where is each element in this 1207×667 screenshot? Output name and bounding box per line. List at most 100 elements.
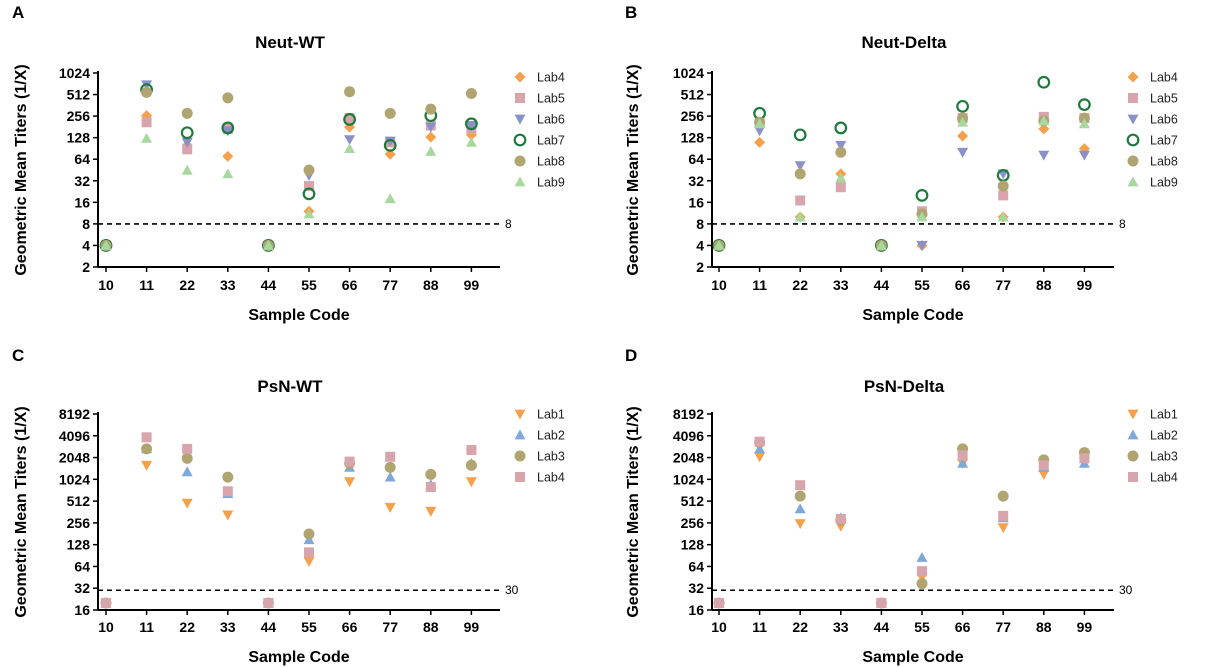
data-point — [1078, 150, 1090, 161]
data-point — [465, 87, 477, 99]
data-point — [1038, 460, 1049, 471]
data-point — [222, 150, 234, 162]
data-point — [222, 126, 234, 137]
data-point — [465, 120, 477, 131]
panel-letter: B — [625, 3, 637, 22]
legend-marker — [514, 155, 526, 167]
data-point — [465, 477, 477, 488]
data-point — [754, 452, 766, 463]
legend-marker — [1127, 114, 1139, 125]
y-tick-label: 4 — [696, 237, 704, 253]
data-point — [141, 460, 153, 471]
data-point — [915, 188, 929, 202]
legend-marker — [514, 450, 526, 462]
data-point — [425, 122, 437, 133]
data-point — [957, 147, 969, 158]
data-point — [141, 132, 153, 143]
data-point — [263, 597, 274, 608]
y-tick-label: 16 — [74, 602, 90, 618]
data-point — [1079, 453, 1090, 464]
data-point — [795, 195, 806, 206]
x-axis-label: Sample Code — [862, 649, 963, 666]
y-tick-label: 64 — [688, 151, 704, 167]
series-lab8 — [100, 86, 477, 251]
data-point — [1037, 75, 1051, 89]
data-point — [794, 490, 806, 502]
data-point — [835, 140, 847, 151]
y-tick-label: 128 — [67, 537, 91, 553]
data-point — [344, 456, 355, 467]
panel-letter: A — [12, 3, 24, 22]
legend-marker — [1127, 409, 1139, 420]
y-tick-label: 1024 — [59, 65, 90, 81]
legend-label: Lab7 — [537, 134, 565, 148]
x-tick-label: 22 — [792, 277, 808, 293]
legend-marker — [1127, 71, 1139, 83]
y-tick-label: 8 — [696, 216, 704, 232]
data-point — [465, 117, 478, 131]
data-point — [344, 477, 356, 488]
data-point — [1038, 469, 1050, 480]
data-point — [141, 443, 153, 455]
data-point — [222, 471, 234, 483]
data-point — [181, 107, 193, 119]
y-axis-label: Geometric Mean Titers (1/X) — [13, 64, 30, 275]
x-tick-label: 77 — [995, 277, 1011, 293]
legend-label: Lab4 — [1150, 471, 1178, 485]
legend-label: Lab5 — [537, 92, 565, 106]
data-point — [834, 121, 848, 135]
x-tick-label: 99 — [1077, 277, 1093, 293]
data-point — [384, 471, 396, 482]
data-point — [754, 443, 766, 454]
data-point — [794, 161, 806, 172]
data-point — [1038, 150, 1050, 161]
x-tick-label: 33 — [220, 619, 236, 635]
data-point — [998, 190, 1009, 201]
y-tick-label: 512 — [681, 87, 705, 103]
y-tick-label: 512 — [67, 493, 91, 509]
y-tick-label: 512 — [67, 87, 91, 103]
legend-label: Lab1 — [537, 408, 565, 422]
data-point — [997, 490, 1009, 502]
data-point — [795, 480, 806, 491]
x-axis-label: Sample Code — [248, 649, 349, 666]
series-lab2 — [100, 443, 477, 608]
series-lab5 — [101, 113, 477, 251]
data-point — [222, 92, 234, 104]
data-point — [466, 445, 477, 456]
legend: Lab1 Lab2 Lab3 Lab4 — [1127, 408, 1178, 485]
data-point — [997, 211, 1009, 222]
x-tick-label: 33 — [833, 619, 849, 635]
chart-panel-a: A Neut-WT 2 4 8 16 32 64 128 256 512 1024 10 11 22 33 44… — [12, 3, 565, 324]
x-tick-label: 11 — [139, 277, 154, 293]
x-tick-label: 77 — [382, 619, 398, 635]
data-point — [344, 113, 355, 124]
data-point — [302, 187, 316, 201]
legend-marker — [1126, 133, 1140, 147]
data-point — [465, 459, 477, 471]
x-tick-label: 44 — [874, 619, 890, 635]
data-point — [344, 135, 356, 146]
data-point — [957, 450, 968, 461]
y-tick-label: 4096 — [673, 428, 704, 444]
data-point — [384, 148, 396, 160]
y-tick-label: 16 — [74, 194, 90, 210]
chart-title: Neut-Delta — [861, 33, 947, 52]
data-point — [997, 180, 1009, 192]
legend-label: Lab6 — [1150, 113, 1178, 127]
data-point — [384, 107, 396, 119]
data-point — [182, 443, 193, 454]
y-tick-label: 16 — [688, 602, 704, 618]
y-tick-label: 32 — [688, 580, 704, 596]
data-point — [221, 121, 235, 135]
data-point — [754, 118, 766, 129]
y-tick-label: 128 — [67, 130, 91, 146]
x-tick-label: 22 — [179, 277, 195, 293]
y-tick-label: 32 — [688, 173, 704, 189]
legend-marker — [1127, 176, 1139, 187]
chart-panel-d: D PsN-Delta 16 32 64 128 256 512 1024 2048 4096 819… — [625, 346, 1178, 666]
x-tick-label: 11 — [139, 619, 154, 635]
legend-label: Lab8 — [1150, 155, 1178, 169]
y-tick-label: 4096 — [59, 428, 90, 444]
